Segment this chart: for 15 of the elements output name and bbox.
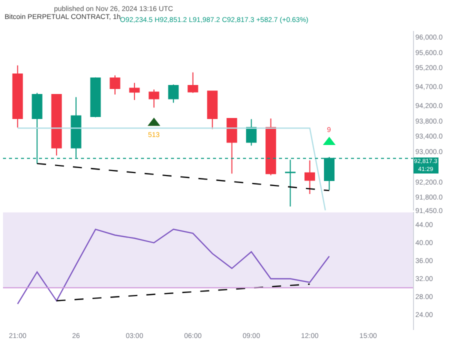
candlestick bbox=[226, 118, 238, 174]
candlestick bbox=[110, 74, 120, 95]
candlestick bbox=[188, 72, 198, 94]
candlestick bbox=[129, 82, 140, 101]
candlestick bbox=[266, 118, 276, 176]
candlestick bbox=[148, 89, 160, 108]
candlestick bbox=[90, 76, 101, 118]
candlestick bbox=[168, 84, 179, 104]
candlestick bbox=[285, 159, 296, 208]
candlestick bbox=[246, 118, 257, 146]
candlestick bbox=[12, 64, 23, 128]
line-series bbox=[17, 228, 330, 305]
candlestick bbox=[207, 90, 218, 130]
candlestick bbox=[51, 94, 62, 156]
candlestick bbox=[304, 160, 316, 195]
